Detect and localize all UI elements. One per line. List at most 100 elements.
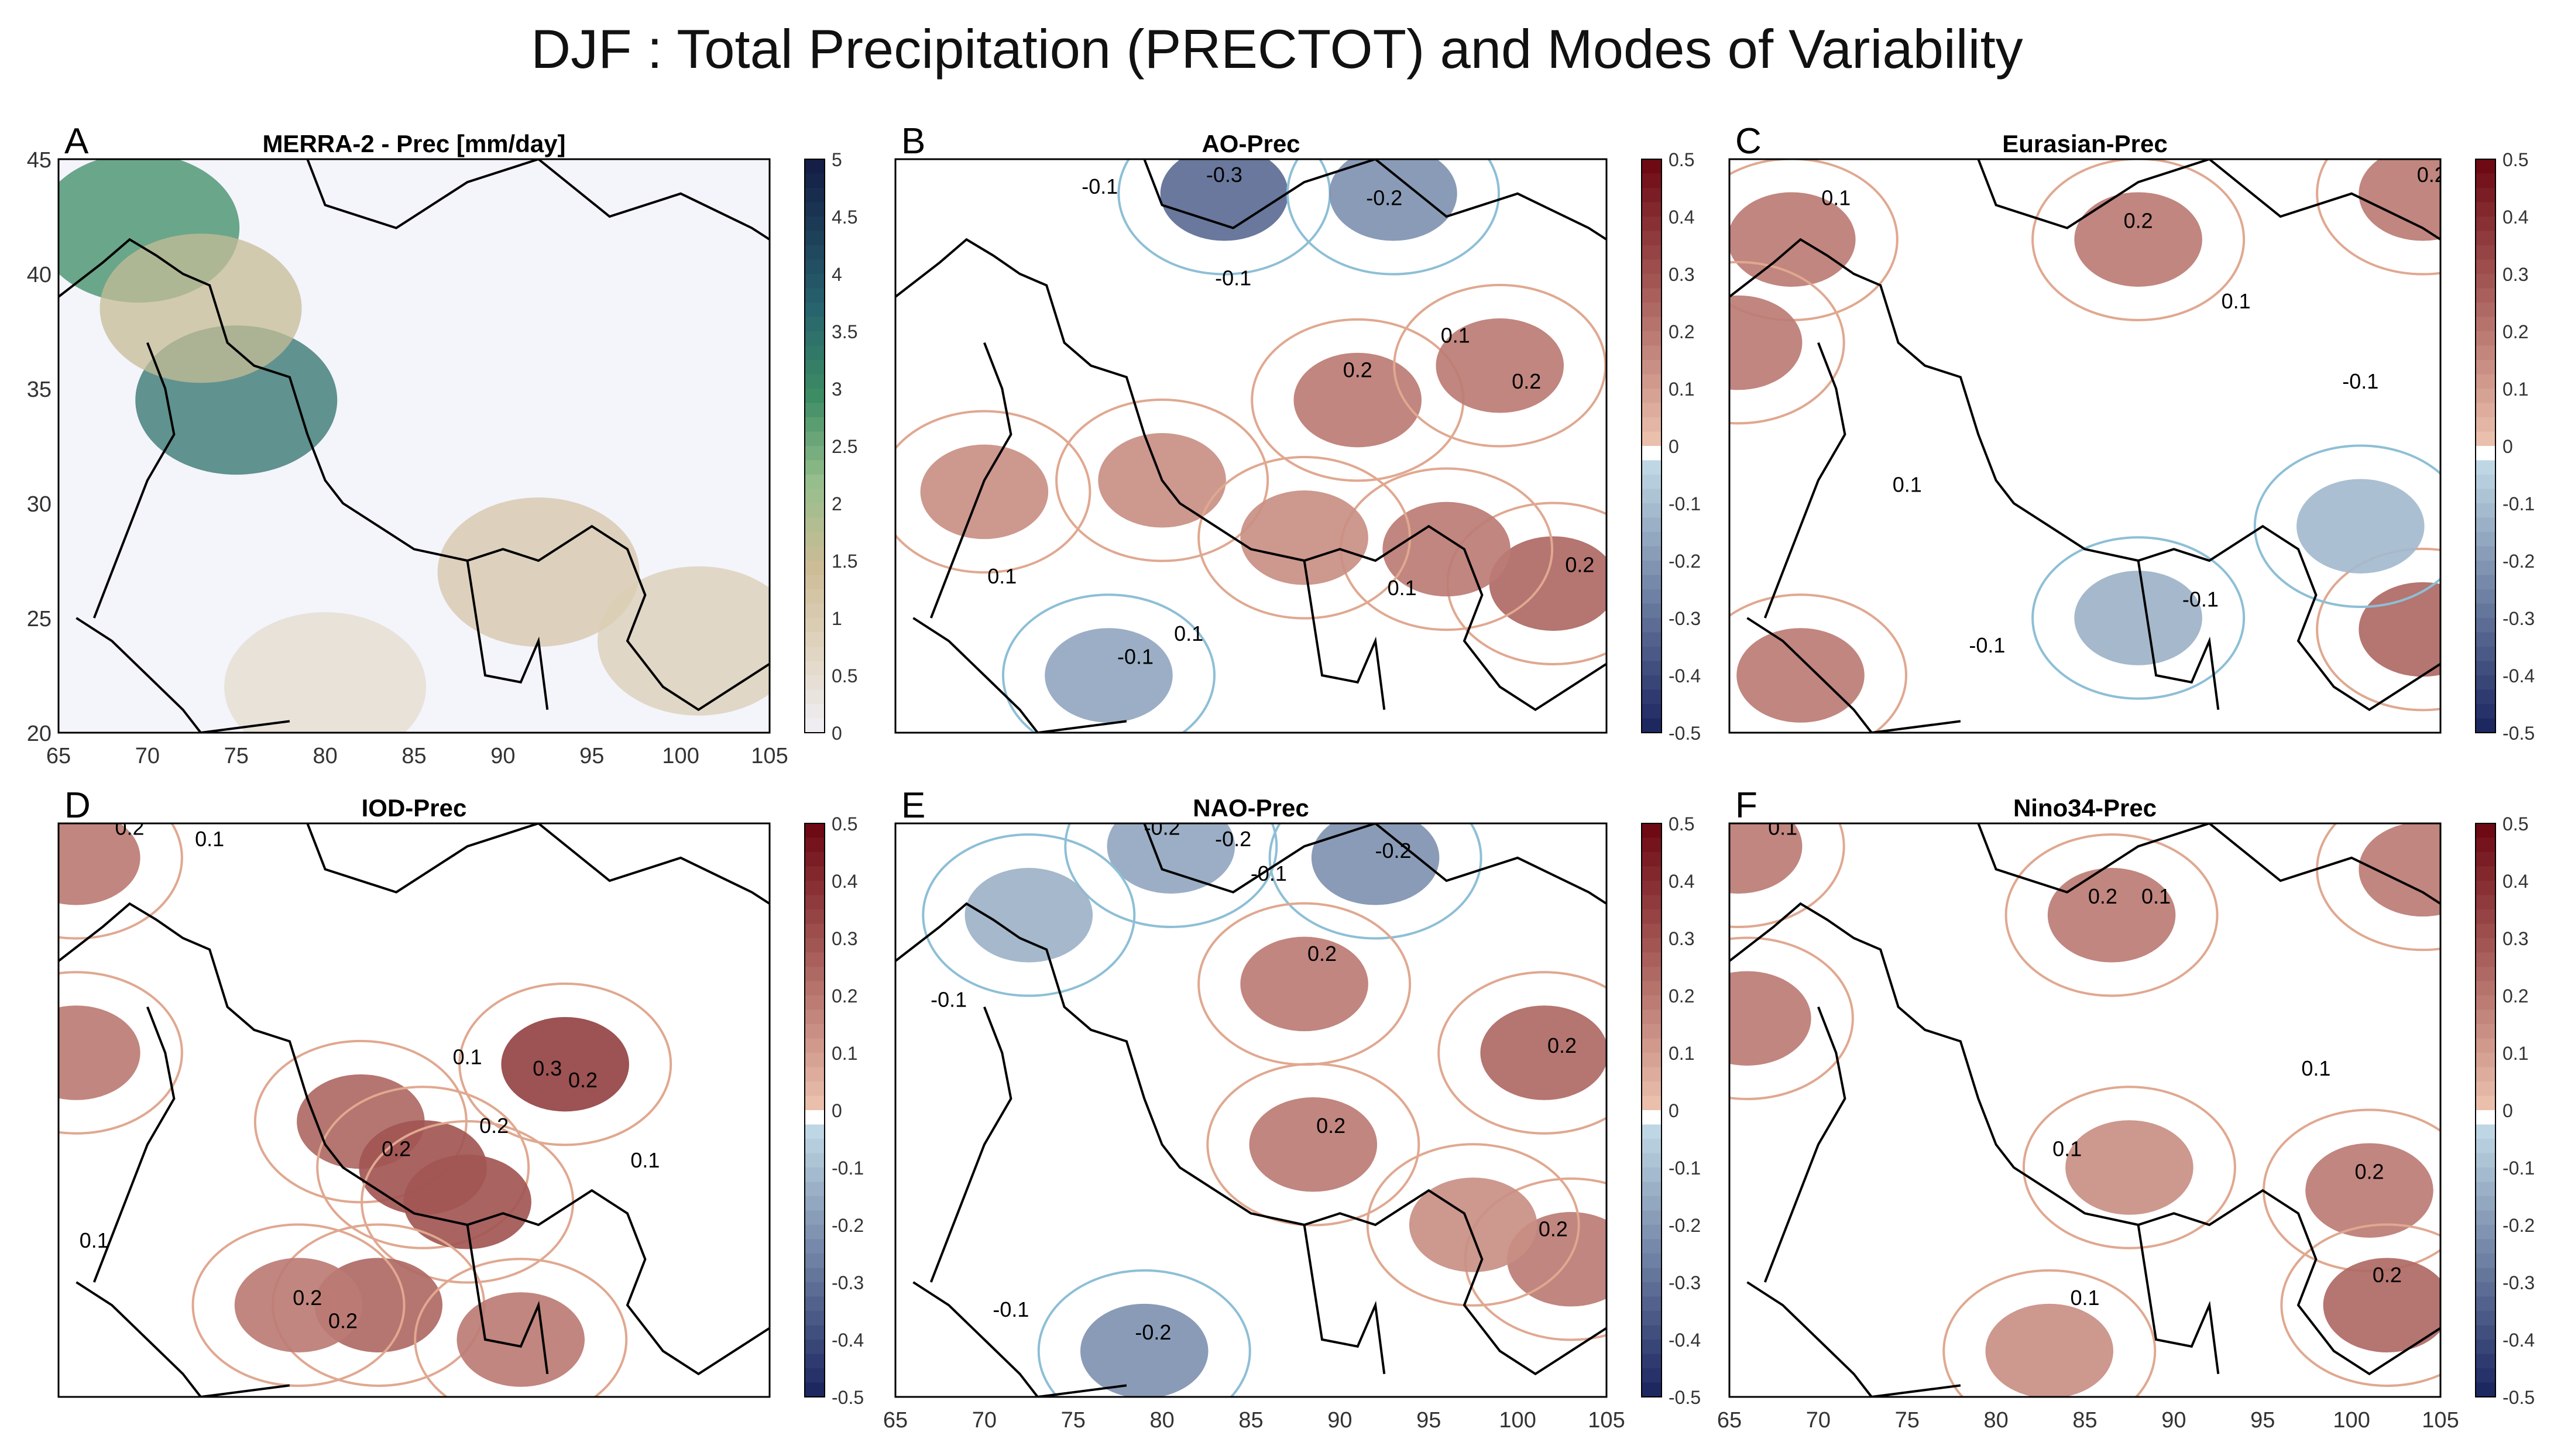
colorbar-cell bbox=[2476, 517, 2495, 533]
colorbar-cell bbox=[2476, 561, 2495, 576]
x-tick-label: 85 bbox=[401, 744, 426, 768]
colorbar-cell bbox=[1642, 632, 1662, 647]
colorbar-tick-label: 0.1 bbox=[1669, 379, 1694, 400]
y-tick-label: 45 bbox=[27, 148, 52, 173]
colorbar-tick-label: 0.2 bbox=[1669, 985, 1694, 1007]
data-feature bbox=[234, 1258, 363, 1352]
contour-line bbox=[2316, 547, 2440, 712]
colorbar-cell bbox=[2476, 661, 2495, 676]
data-feature bbox=[2074, 571, 2202, 665]
colorbar-cell bbox=[805, 1167, 825, 1183]
country-border bbox=[92, 342, 176, 619]
country-border bbox=[1763, 1006, 1846, 1283]
data-feature bbox=[1436, 318, 1564, 413]
contour-label: 0.1 bbox=[1388, 576, 1417, 600]
data-feature bbox=[964, 868, 1093, 963]
colorbar-cell bbox=[805, 923, 825, 939]
colorbar-cell bbox=[805, 1053, 825, 1068]
colorbar-cell bbox=[805, 1296, 825, 1311]
data-feature bbox=[2296, 479, 2425, 574]
colorbar-tick-label: 0.5 bbox=[1669, 813, 1694, 835]
contour-label: 0.2 bbox=[2124, 209, 2153, 233]
colorbar-tick-label: -0.1 bbox=[1669, 1158, 1701, 1179]
colorbar-cell bbox=[805, 1196, 825, 1211]
country-border bbox=[1977, 159, 2440, 241]
panel-letter: D bbox=[64, 785, 91, 826]
colorbar-tick-label: -0.5 bbox=[1669, 723, 1701, 744]
data-feature bbox=[2323, 1258, 2440, 1352]
data-feature bbox=[1382, 502, 1511, 597]
colorbar-cell bbox=[2476, 1081, 2495, 1097]
colorbar-cell bbox=[2476, 1282, 2495, 1297]
x-tick-label: 70 bbox=[1806, 1408, 1831, 1433]
data-feature bbox=[920, 444, 1049, 540]
contour-label: -0.1 bbox=[1117, 644, 1154, 668]
contour-line bbox=[191, 1223, 406, 1387]
colorbar-tick-label: 0.4 bbox=[2502, 207, 2528, 228]
contour-line bbox=[1268, 823, 1482, 940]
colorbar-cell bbox=[2476, 923, 2495, 939]
colorbar-cell bbox=[1642, 718, 1662, 733]
colorbar-cell bbox=[2476, 1225, 2495, 1240]
contour-label: 0.2 bbox=[2417, 163, 2446, 187]
contour-label: 0.2 bbox=[328, 1309, 358, 1333]
colorbar-cell bbox=[1642, 1368, 1662, 1383]
data-feature bbox=[2359, 159, 2440, 241]
panel-frame bbox=[1728, 158, 2442, 734]
colorbar-tick-label: 5 bbox=[832, 149, 842, 170]
colorbar-cell bbox=[2476, 575, 2495, 590]
colorbar-tick-label: -0.2 bbox=[1669, 1215, 1701, 1236]
colorbar-cell bbox=[2476, 389, 2495, 404]
figure-title: DJF : Total Precipitation (PRECTOT) and … bbox=[531, 18, 2023, 80]
colorbar-cell bbox=[1642, 909, 1662, 925]
contour-label: 0.1 bbox=[80, 1228, 109, 1252]
country-border bbox=[1143, 159, 1606, 241]
colorbar-cell bbox=[805, 1024, 825, 1039]
colorbar-cell bbox=[805, 231, 825, 246]
contour-label: 0.1 bbox=[1768, 816, 1797, 840]
country-border bbox=[912, 617, 1127, 733]
colorbar-cell bbox=[2476, 1382, 2495, 1397]
colorbar-cell bbox=[1642, 1053, 1662, 1068]
colorbar-tick-label: -0.5 bbox=[1669, 1387, 1701, 1408]
colorbar: 5 4.5 4 3.5 3 2.5 2 1.5 1 0.5 0 bbox=[804, 149, 857, 744]
x-tick-label: 85 bbox=[1238, 1408, 1263, 1433]
colorbar-cell bbox=[2476, 689, 2495, 705]
panel-letter: F bbox=[1735, 785, 1757, 826]
colorbar-cell bbox=[1642, 1225, 1662, 1240]
colorbar-cell bbox=[805, 1225, 825, 1240]
x-tick-label: 70 bbox=[972, 1408, 997, 1433]
colorbar-frame bbox=[804, 159, 825, 733]
colorbar-tick-label: 0 bbox=[1669, 436, 1679, 457]
data-feature bbox=[1736, 628, 1865, 723]
data-feature bbox=[1729, 971, 1811, 1066]
colorbar: 0.5 0.4 0.3 0.2 0.1 0 -0.1 -0.2 -0.3 -0.4 -0.5 bbox=[1641, 813, 1701, 1408]
colorbar-cell bbox=[1642, 852, 1662, 867]
colorbar-cell bbox=[1642, 618, 1662, 633]
colorbar-tick-label: -0.5 bbox=[2502, 1387, 2535, 1408]
map-content: 0.1 0.2 0.1 0.1 0.2 0.2 0.1 0.1 bbox=[1729, 816, 2440, 1397]
colorbar-cell bbox=[805, 647, 825, 662]
contour-label: 0.2 bbox=[1565, 553, 1594, 577]
colorbar-tick-label: -0.3 bbox=[2502, 1272, 2535, 1293]
contour-label: -0.1 bbox=[1251, 861, 1287, 885]
contour-label: 0.2 bbox=[2373, 1263, 2402, 1287]
panel-title: IOD-Prec bbox=[362, 794, 467, 822]
colorbar-cell bbox=[805, 159, 825, 174]
colorbar-cell bbox=[2476, 1311, 2495, 1326]
colorbar-cell bbox=[1642, 417, 1662, 432]
colorbar-cell bbox=[805, 1182, 825, 1197]
colorbar-tick-label: 0 bbox=[832, 1100, 842, 1121]
colorbar-cell bbox=[805, 532, 825, 547]
colorbar-cell bbox=[805, 1009, 825, 1025]
colorbar-cell bbox=[805, 374, 825, 389]
data-feature bbox=[1729, 823, 1803, 894]
colorbar-cell bbox=[1642, 981, 1662, 996]
country-border bbox=[75, 617, 290, 733]
colorbar-cell bbox=[1642, 517, 1662, 533]
colorbar-cell bbox=[2476, 1124, 2495, 1139]
colorbar-cell bbox=[805, 431, 825, 447]
colorbar-cell bbox=[1642, 589, 1662, 605]
contour-line bbox=[1393, 284, 1606, 448]
contour-line bbox=[1942, 1269, 2157, 1397]
